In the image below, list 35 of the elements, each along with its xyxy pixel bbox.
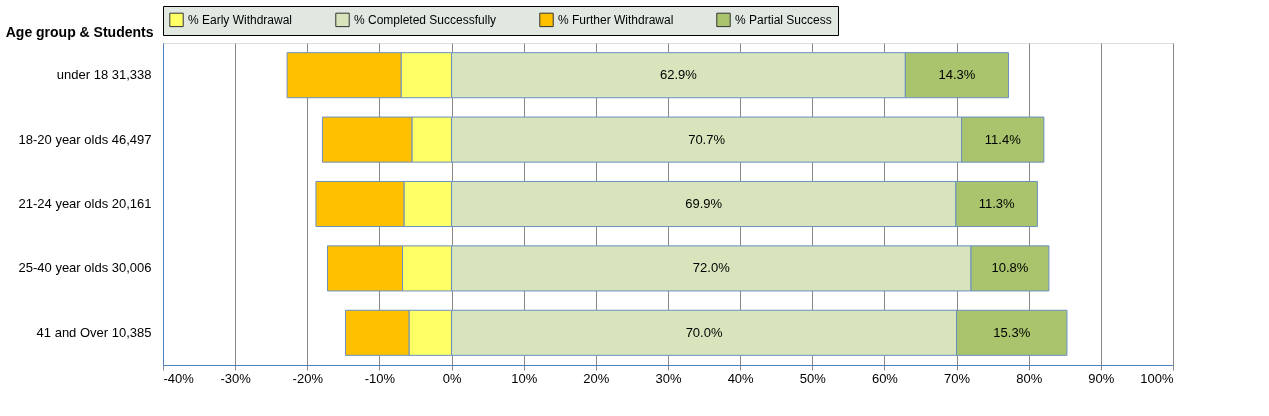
x-tick-label: 40% [727, 370, 755, 386]
x-tick-label: -20% [292, 370, 324, 386]
x-tick-label: -40% [163, 370, 195, 386]
data-label: 11.3% [978, 196, 1015, 211]
x-tick-label: -30% [220, 370, 252, 386]
data-label: 15.3% [993, 324, 1031, 340]
x-tick-label: -10% [364, 370, 396, 386]
data-label: 11.4% [984, 131, 1022, 147]
data-label: 72.0% [692, 260, 731, 276]
x-tick-label: 90% [1088, 370, 1115, 386]
x-tick-label: 30% [655, 370, 682, 386]
data-label: 70.0% [685, 324, 723, 340]
y-tick-label: 18-20 year olds 46,497 [18, 131, 152, 147]
x-tick-label: 70% [944, 370, 971, 386]
data-label: 62.9% [660, 67, 698, 83]
data-label: 10.8% [991, 260, 1029, 276]
y-tick-label: 41 and Over 10,385 [36, 324, 152, 340]
x-tick-label: 0% [442, 370, 462, 386]
y-axis-title: Age group & Students [5, 23, 154, 40]
data-label: 14.3% [938, 67, 976, 83]
legend-label: % Early Withdrawal [188, 12, 293, 27]
x-tick-label: 10% [511, 370, 538, 386]
legend-label: % Further Withdrawal [558, 12, 674, 27]
x-tick-label: 20% [583, 370, 610, 386]
x-tick-label: 80% [1016, 370, 1043, 386]
y-tick-label: under 18 31,338 [56, 67, 152, 83]
legend-label: % Partial Success [735, 12, 832, 27]
legend-label: % Completed Successfully [354, 12, 497, 27]
x-tick-label: 50% [799, 370, 827, 386]
data-label: 70.7% [688, 131, 726, 147]
x-tick-label: 60% [871, 370, 899, 386]
y-tick-label: 25-40 year olds 30,006 [18, 260, 152, 276]
x-tick-label: 100% [1140, 370, 1174, 386]
data-label: 69.9% [685, 196, 723, 211]
y-tick-label: 21-24 year olds 20,161 [18, 196, 152, 211]
